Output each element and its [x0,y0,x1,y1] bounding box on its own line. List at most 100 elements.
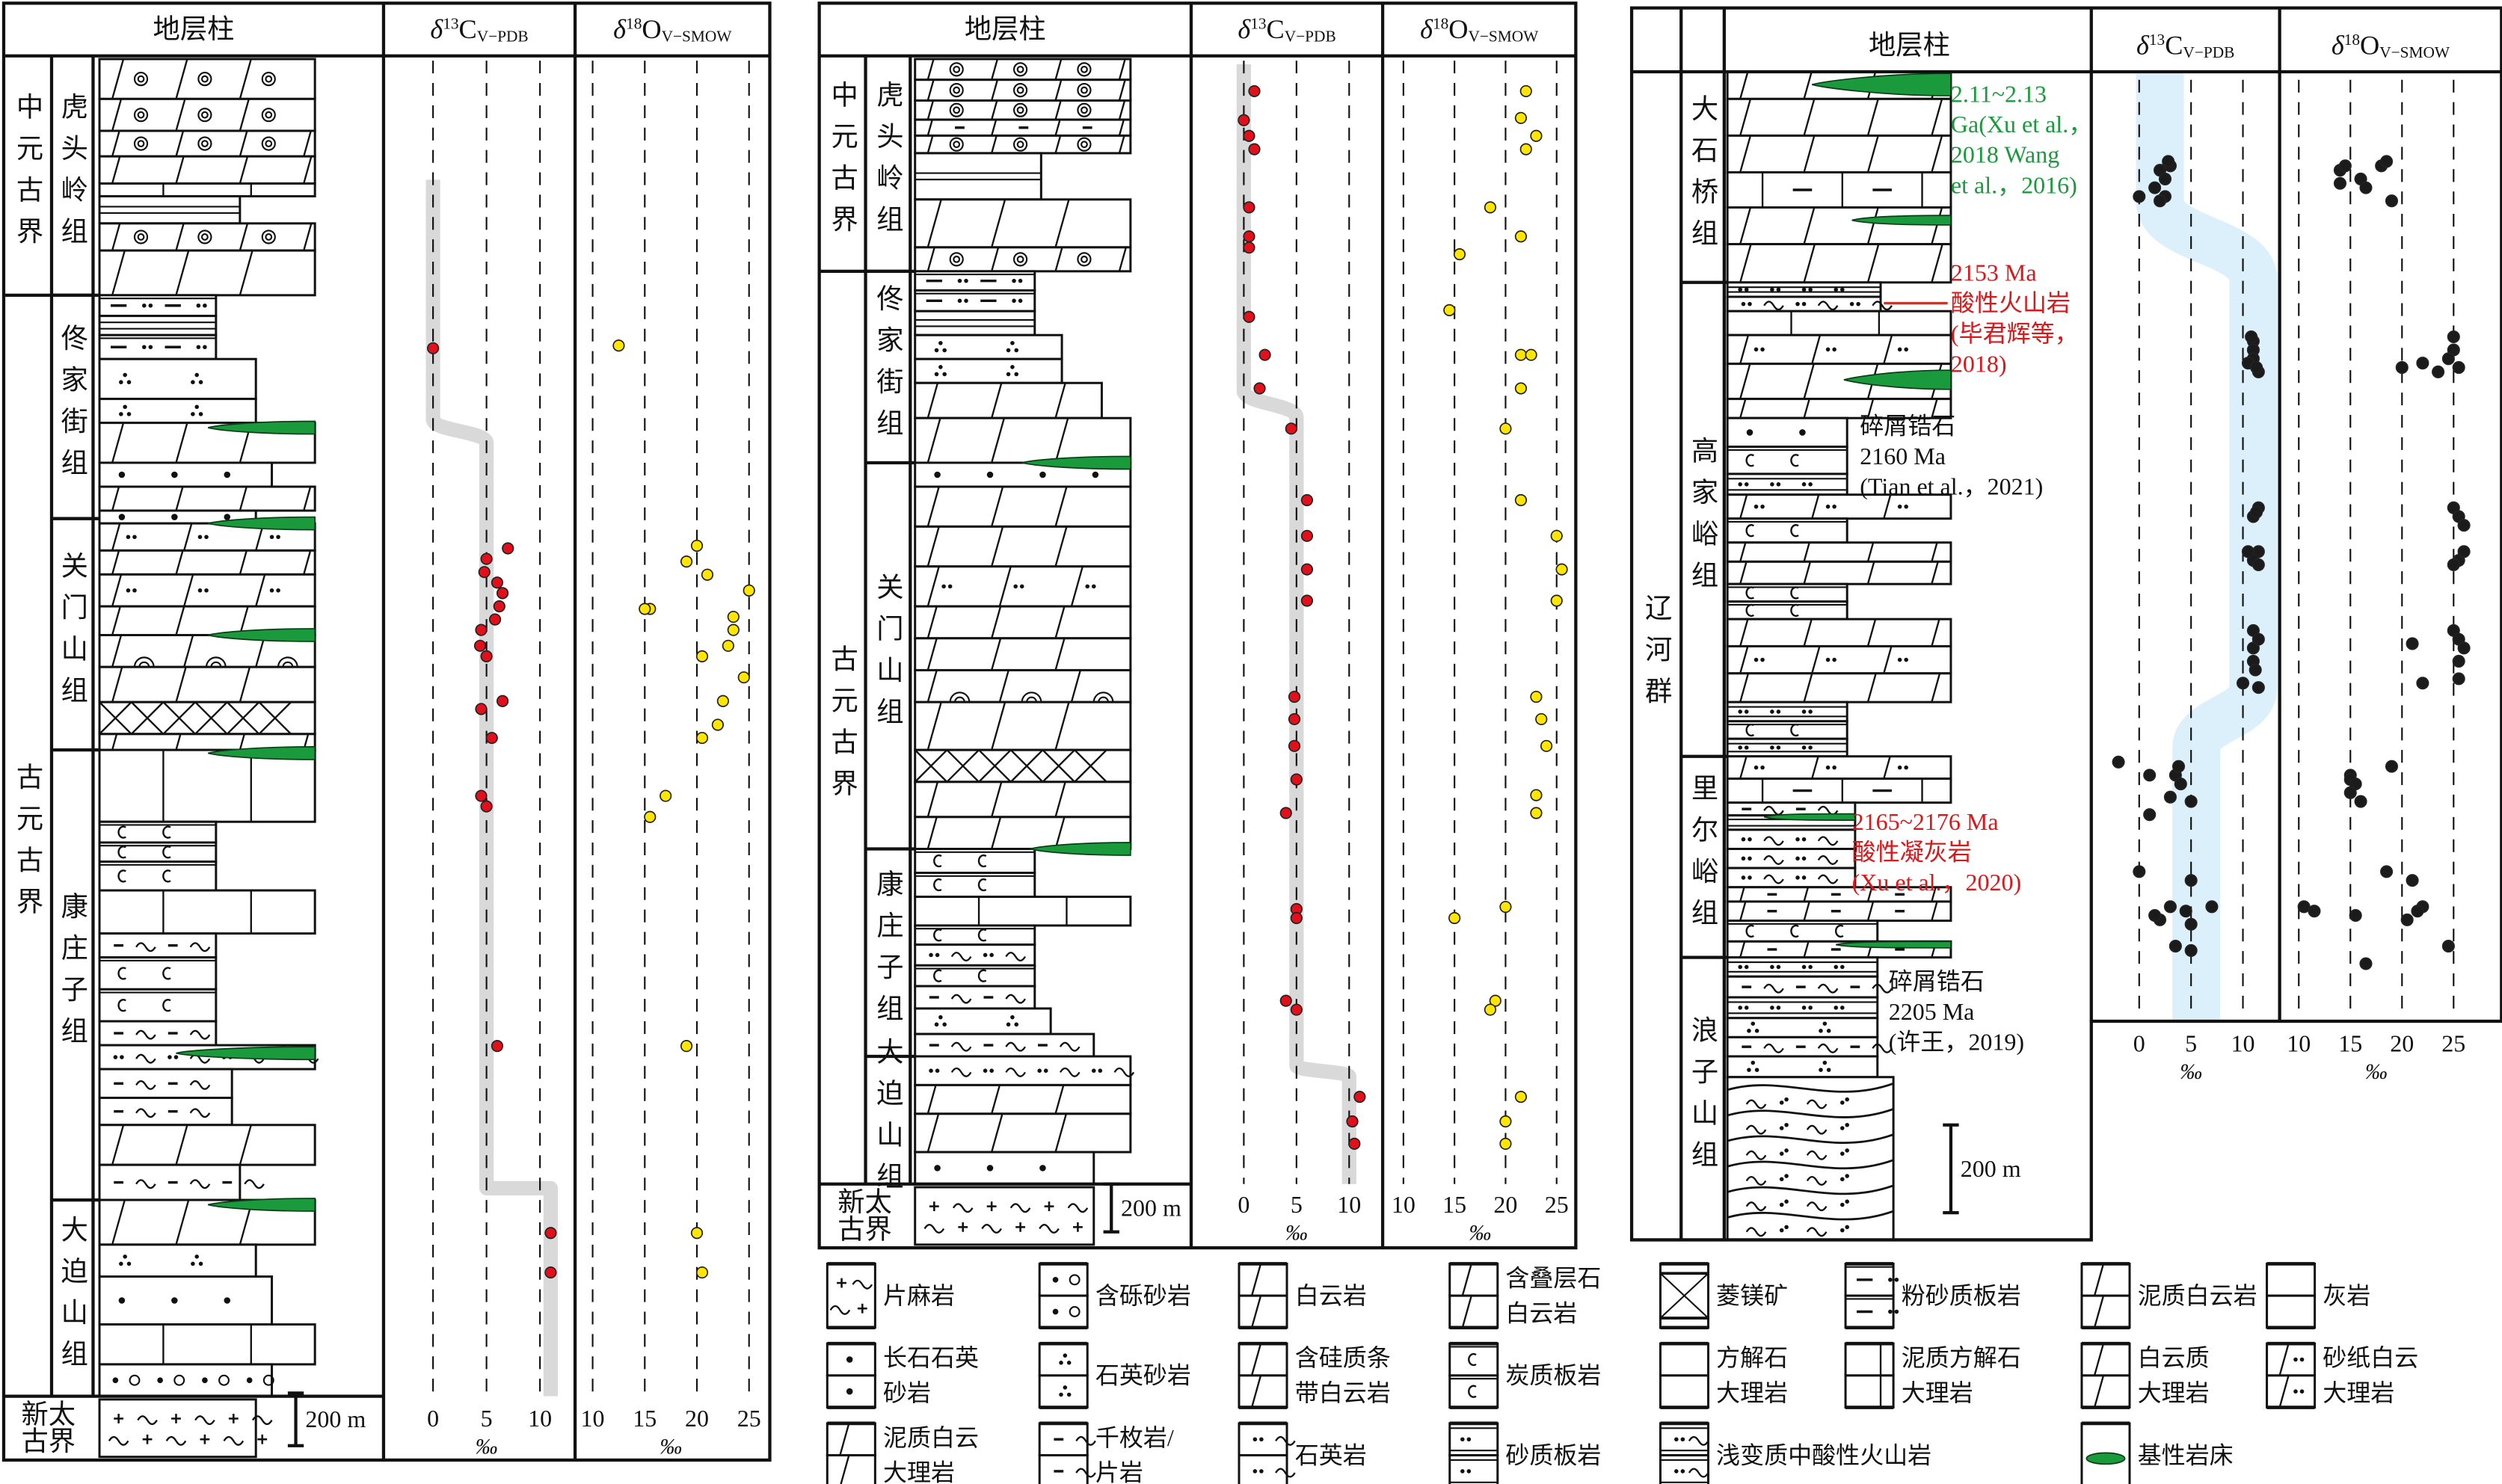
o18-tick-label: 15 [633,1405,657,1432]
legend-label: 千枚岩/ [1095,1424,1174,1451]
age-annotation: 2153 Ma 酸性火山岩 (毕君辉等， 2018) [1951,259,2079,378]
lithology-layer-siltslate [914,289,1036,312]
scale-bar: 200 m [1103,1182,1181,1234]
c-column-header: δ13CV−PDB [2136,31,2234,61]
c13-tick-label: 0 [2133,1030,2145,1057]
o18-tick-label: 25 [1545,1191,1569,1218]
delta-symbol: δ [1238,14,1251,44]
o18-data-point [2338,159,2352,173]
lithology-layer-strom [914,668,1132,703]
lithology-layer-dolo [914,416,1132,464]
delta-symbol: δ [1420,14,1433,44]
lithology-layer-dolo [914,198,1132,249]
lithology-layer-dolo [914,701,1132,751]
age-annotation: 碎屑锆石 2160 Ma (Tian et al.，2021) [1860,413,2043,500]
lithology-layer-lime [98,182,316,198]
section-2: 0 5 10 10 15 20 25‰ ‰地层柱 δ13CV−PDB δ18OV−SMOW中元古界… [817,1,1578,1250]
lithology-layer-magnesite [98,701,316,736]
annotation-line: et al.，2016) [1951,171,2077,198]
basic-sill-mark [207,746,316,760]
legend-item-magnesite: 菱镁矿 [1659,1262,1788,1330]
o18-data-point [2447,558,2460,571]
c13-data-point [475,789,488,802]
c13-data-point [1258,348,1271,361]
lithology-layer-carb [914,964,1036,988]
lithology-layer-dolo [1726,618,1952,647]
formation-label: 关门山组 [58,551,87,717]
lithology-layer-phyl [914,1032,1095,1058]
o18-data-point [1530,129,1543,142]
c13-data-point [2241,545,2255,558]
legend-label: 大理岩 [883,1459,955,1484]
basic-sill-mark [207,1198,316,1212]
lithology-layer-ss-wavy [1726,848,1857,869]
c13-data-point [2162,155,2175,168]
o18-data-point [1530,690,1543,703]
legend-item-ss-wavy: 石英岩 [1238,1421,1367,1484]
o18-data-point [1499,1137,1512,1151]
c13-data-point [1253,382,1266,395]
o18-data-point [695,731,709,745]
legend-label: 白云岩 [1295,1282,1367,1309]
o18-data-point [612,339,625,352]
o18-data-point [1514,348,1528,361]
basic-sill-mark [207,420,316,435]
scale-bar-label: 200 m [1121,1194,1181,1221]
lithology-layer-lime [98,1323,316,1366]
lithology-layer-lime [98,889,316,935]
lithology-column [1726,70,1952,1241]
lithology-layer-carb [1726,720,1848,740]
era-label: 中元古界 [828,81,858,247]
o18-data-point [1489,994,1501,1007]
legend-label: 石英岩 [1295,1441,1367,1468]
c13-tick-label: 5 [2185,1030,2197,1057]
c13-data-point [1248,84,1261,98]
reference-standard: V−PDB [477,27,529,45]
c13-tick-label: 10 [2231,1030,2255,1057]
lithology-layer-carb [914,872,1036,899]
formation-label: 虎头岭组 [873,81,903,247]
o18-data-point [1550,594,1563,607]
o18-data-point [2452,361,2465,375]
c13-data-point [502,542,514,555]
legend-label: 泥质方解石 [1902,1344,2021,1371]
formation-label: 虎头岭组 [58,93,87,259]
c13-trend-band [425,179,559,1397]
annotation-line: (Tian et al.，2021) [1860,473,2043,500]
era-label: 辽河群 [1641,594,1671,718]
c13-data-point [496,695,509,707]
basic-sill-mark [1836,940,1952,949]
c13-data-point [1279,994,1292,1007]
o18-data-point [722,639,734,652]
c13-data-point [491,576,504,589]
legend-label: 白云岩 [1505,1299,1577,1326]
o18-data-point [1550,529,1563,542]
lithology-layer-dolo [98,155,316,185]
lithology-layer-dolo-ss [1726,644,1952,675]
lithology-layer-ss [914,1151,1095,1186]
lithology-layer-carb [98,841,218,863]
scale-bar: 200 m [287,1391,366,1447]
o18-tick-label: 10 [1392,1191,1416,1218]
c13-data-point [1346,1115,1359,1128]
c-column-header: δ13CV−PDB [1238,14,1335,45]
c13-data-point [2133,190,2146,203]
o18-tick-label: 10 [581,1405,605,1432]
lithology-layer-carb [914,848,1036,875]
o18-data-point [2400,913,2414,926]
reference-standard: V−SMOW [662,27,733,45]
formation-label: 大石桥组 [1688,94,1718,260]
o18-tick-label: 20 [1493,1191,1517,1218]
o18-data-point [680,555,693,568]
c13-tick-label: 10 [528,1405,552,1432]
o18-data-point [1514,1091,1528,1103]
o18-data-point [1499,1115,1512,1128]
sill-swatch-icon [2085,1452,2126,1465]
lithology-layer-dolo [914,781,1132,819]
o18-data-point [727,610,740,624]
basement-gneiss [914,1186,1095,1246]
basic-sill-mark [207,516,316,531]
